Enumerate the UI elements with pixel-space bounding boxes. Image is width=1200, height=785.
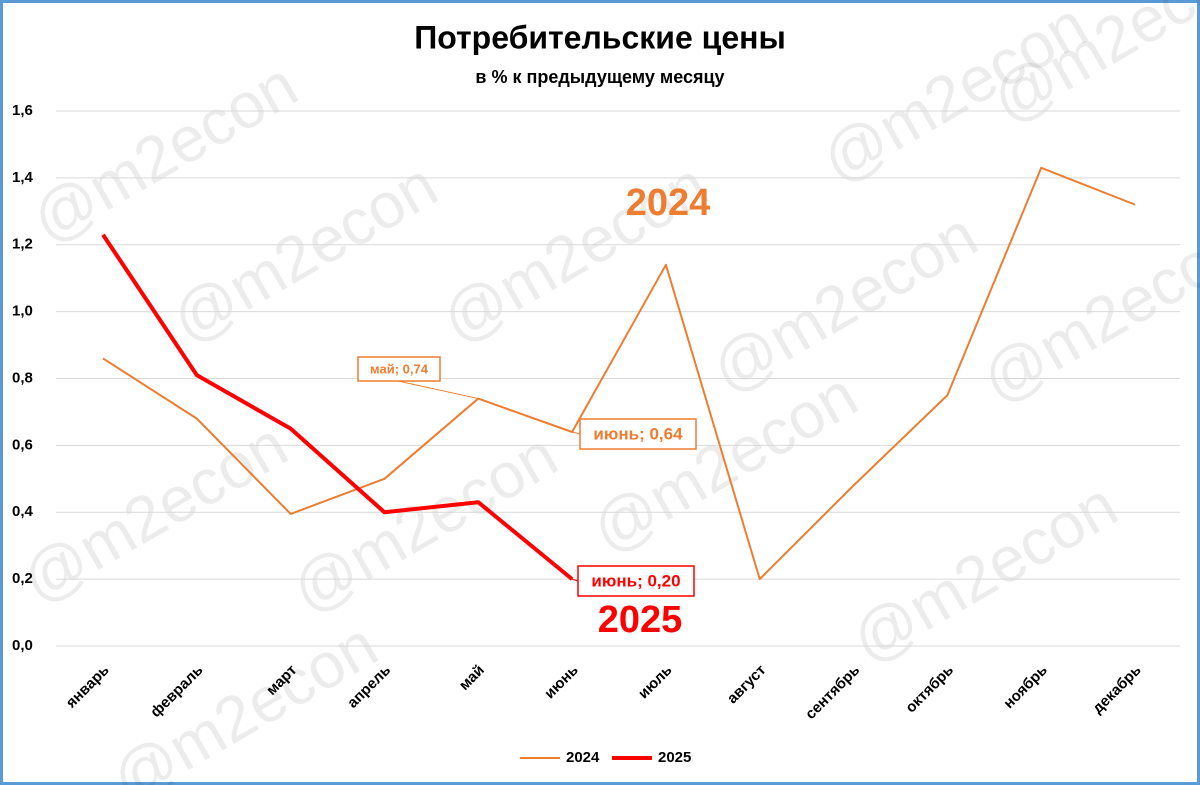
- series-line: [102, 166, 1136, 581]
- y-tick-label: 1,2: [12, 236, 33, 253]
- series-line: [101, 233, 574, 581]
- label-leader: [397, 380, 479, 400]
- legend-label: 2024: [566, 749, 600, 766]
- label-box: [357, 356, 441, 382]
- label-box: [579, 418, 697, 450]
- y-tick-label: 0,8: [12, 369, 33, 386]
- label-leader: [571, 578, 579, 582]
- annotation: 2024: [626, 182, 711, 224]
- y-tick-label: 0,4: [12, 503, 34, 520]
- label-leader: [571, 431, 581, 435]
- annotation: 2025: [598, 599, 683, 641]
- data-label: май; 0,74: [370, 361, 429, 376]
- label-box: [577, 565, 695, 597]
- y-tick-label: 1,0: [12, 303, 33, 320]
- y-tick-label: 0,6: [12, 436, 33, 453]
- legend-label: 2025: [658, 749, 691, 766]
- data-label: июнь; 0,20: [591, 571, 680, 590]
- y-tick-label: 0,0: [12, 637, 33, 654]
- y-tick-label: 1,4: [12, 169, 34, 186]
- y-tick-label: 0,2: [12, 570, 33, 587]
- y-tick-label: 1,6: [12, 102, 33, 119]
- chart-subtitle: в % к предыдущему месяцу: [475, 67, 724, 87]
- chart-title: Потребительские цены: [414, 19, 786, 55]
- data-label: июнь; 0,64: [593, 424, 683, 443]
